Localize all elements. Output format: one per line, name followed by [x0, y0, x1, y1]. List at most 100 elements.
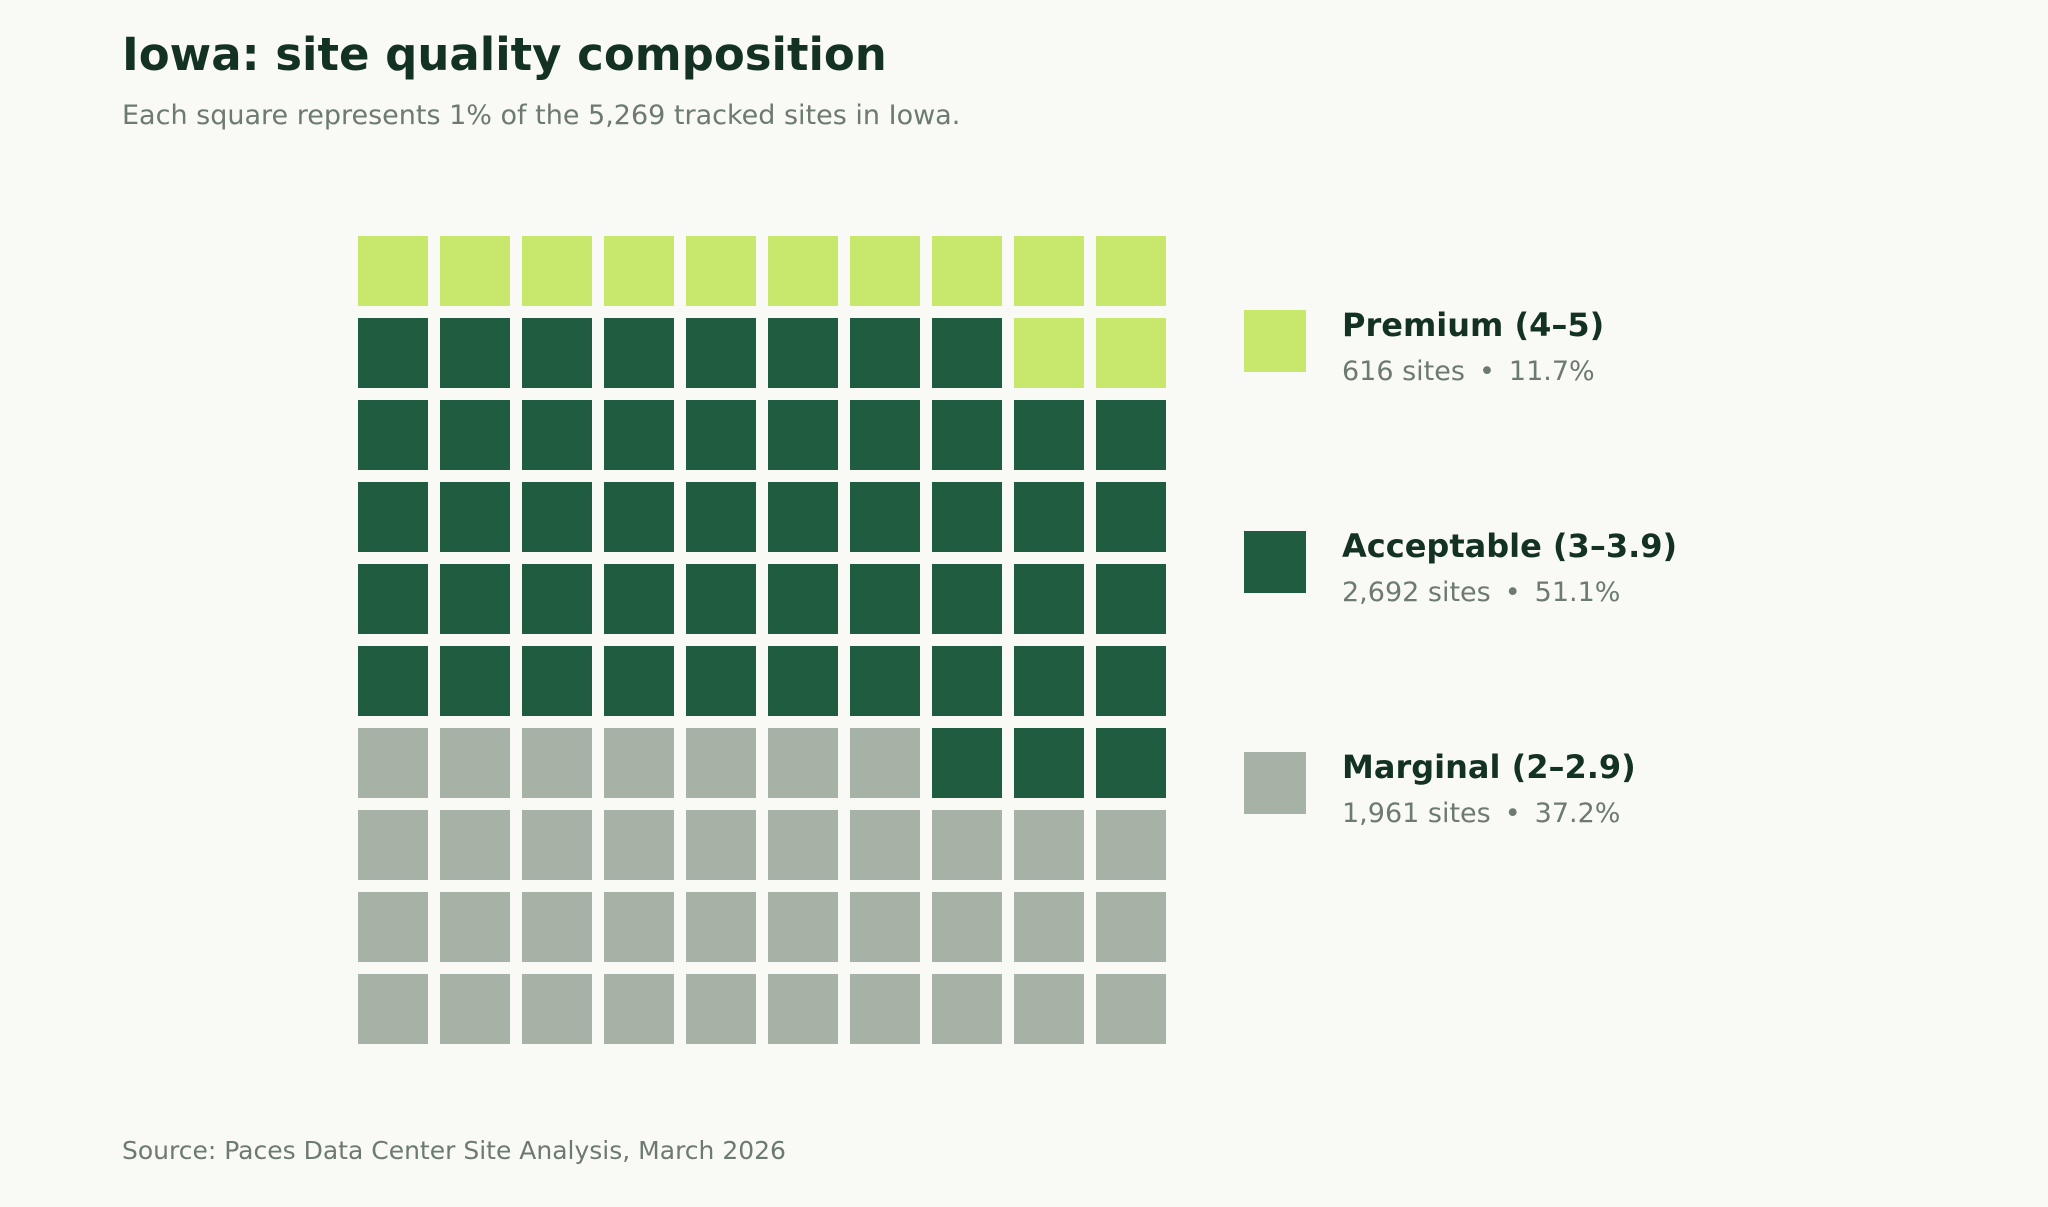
- waffle-square-acceptable: [1096, 400, 1166, 470]
- waffle-square-marginal: [440, 892, 510, 962]
- waffle-square-acceptable: [522, 400, 592, 470]
- waffle-square-acceptable: [768, 482, 838, 552]
- waffle-square-acceptable: [1014, 400, 1084, 470]
- waffle-square-marginal: [686, 810, 756, 880]
- waffle-square-acceptable: [1014, 728, 1084, 798]
- waffle-square-marginal: [522, 974, 592, 1044]
- legend-sites-premium: 616 sites: [1342, 356, 1465, 387]
- waffle-square-acceptable: [604, 646, 674, 716]
- waffle-square-acceptable: [768, 400, 838, 470]
- legend-swatch-marginal: [1244, 752, 1306, 814]
- legend-separator: •: [1504, 798, 1521, 829]
- legend-separator: •: [1478, 356, 1495, 387]
- waffle-square-premium: [1096, 318, 1166, 388]
- waffle-square-acceptable: [932, 318, 1002, 388]
- waffle-square-premium: [932, 236, 1002, 306]
- waffle-square-acceptable: [1014, 646, 1084, 716]
- waffle-square-acceptable: [440, 646, 510, 716]
- waffle-square-marginal: [768, 728, 838, 798]
- waffle-square-marginal: [522, 892, 592, 962]
- waffle-square-acceptable: [768, 318, 838, 388]
- legend-item-acceptable: Acceptable (3–3.9) 2,692 sites • 51.1%: [1244, 527, 1944, 621]
- waffle-square-acceptable: [1096, 564, 1166, 634]
- waffle-square-marginal: [358, 892, 428, 962]
- legend-percent-marginal: 37.2%: [1534, 798, 1621, 829]
- legend-sites-acceptable: 2,692 sites: [1342, 577, 1491, 608]
- legend-sites-marginal: 1,961 sites: [1342, 798, 1491, 829]
- waffle-square-marginal: [440, 974, 510, 1044]
- waffle-square-acceptable: [522, 646, 592, 716]
- legend-swatch-premium: [1244, 310, 1306, 372]
- waffle-square-acceptable: [932, 564, 1002, 634]
- waffle-square-acceptable: [686, 646, 756, 716]
- waffle-square-marginal: [358, 810, 428, 880]
- legend-item-marginal: Marginal (2–2.9) 1,961 sites • 37.2%: [1244, 748, 1944, 842]
- waffle-square-premium: [604, 236, 674, 306]
- waffle-square-acceptable: [1096, 646, 1166, 716]
- waffle-square-acceptable: [440, 482, 510, 552]
- waffle-square-marginal: [604, 810, 674, 880]
- waffle-square-acceptable: [932, 646, 1002, 716]
- waffle-square-premium: [358, 236, 428, 306]
- waffle-square-acceptable: [932, 482, 1002, 552]
- waffle-square-acceptable: [604, 318, 674, 388]
- waffle-square-premium: [850, 236, 920, 306]
- waffle-square-marginal: [1014, 974, 1084, 1044]
- waffle-square-marginal: [850, 892, 920, 962]
- waffle-square-marginal: [686, 728, 756, 798]
- legend-swatch-acceptable: [1244, 531, 1306, 593]
- waffle-square-marginal: [932, 892, 1002, 962]
- waffle-square-premium: [1014, 318, 1084, 388]
- legend-label-acceptable: Acceptable (3–3.9): [1342, 527, 1678, 565]
- waffle-square-marginal: [1096, 892, 1166, 962]
- waffle-square-acceptable: [932, 728, 1002, 798]
- chart-title: Iowa: site quality composition: [122, 28, 887, 81]
- waffle-square-acceptable: [358, 646, 428, 716]
- waffle-square-acceptable: [604, 564, 674, 634]
- source-note: Source: Paces Data Center Site Analysis,…: [122, 1136, 786, 1165]
- waffle-square-acceptable: [932, 400, 1002, 470]
- waffle-square-acceptable: [440, 564, 510, 634]
- waffle-square-marginal: [1014, 892, 1084, 962]
- waffle-square-marginal: [1096, 810, 1166, 880]
- waffle-grid: [358, 236, 1169, 1047]
- waffle-square-acceptable: [686, 482, 756, 552]
- waffle-square-acceptable: [1096, 482, 1166, 552]
- waffle-square-acceptable: [358, 564, 428, 634]
- legend-label-premium: Premium (4–5): [1342, 306, 1605, 344]
- waffle-square-acceptable: [358, 482, 428, 552]
- waffle-square-marginal: [1096, 974, 1166, 1044]
- legend-detail-acceptable: 2,692 sites • 51.1%: [1342, 577, 1620, 608]
- waffle-square-premium: [522, 236, 592, 306]
- waffle-square-acceptable: [604, 482, 674, 552]
- legend-detail-marginal: 1,961 sites • 37.2%: [1342, 798, 1620, 829]
- waffle-square-acceptable: [850, 400, 920, 470]
- waffle-square-marginal: [440, 728, 510, 798]
- waffle-square-acceptable: [440, 400, 510, 470]
- chart-subtitle: Each square represents 1% of the 5,269 t…: [122, 100, 961, 131]
- waffle-square-marginal: [932, 810, 1002, 880]
- waffle-square-premium: [440, 236, 510, 306]
- waffle-square-marginal: [768, 974, 838, 1044]
- waffle-square-marginal: [850, 974, 920, 1044]
- legend-detail-premium: 616 sites • 11.7%: [1342, 356, 1595, 387]
- waffle-square-acceptable: [768, 646, 838, 716]
- waffle-square-acceptable: [850, 564, 920, 634]
- waffle-square-marginal: [522, 810, 592, 880]
- waffle-square-acceptable: [1014, 482, 1084, 552]
- legend-label-marginal: Marginal (2–2.9): [1342, 748, 1636, 786]
- waffle-square-marginal: [604, 974, 674, 1044]
- waffle-square-acceptable: [604, 400, 674, 470]
- waffle-square-marginal: [686, 892, 756, 962]
- legend-percent-acceptable: 51.1%: [1534, 577, 1621, 608]
- legend-separator: •: [1504, 577, 1521, 608]
- waffle-square-acceptable: [522, 564, 592, 634]
- legend-percent-premium: 11.7%: [1508, 356, 1595, 387]
- waffle-square-acceptable: [768, 564, 838, 634]
- waffle-square-acceptable: [850, 482, 920, 552]
- waffle-square-acceptable: [440, 318, 510, 388]
- waffle-square-marginal: [850, 810, 920, 880]
- legend-item-premium: Premium (4–5) 616 sites • 11.7%: [1244, 306, 1944, 400]
- waffle-square-premium: [768, 236, 838, 306]
- waffle-square-marginal: [1014, 810, 1084, 880]
